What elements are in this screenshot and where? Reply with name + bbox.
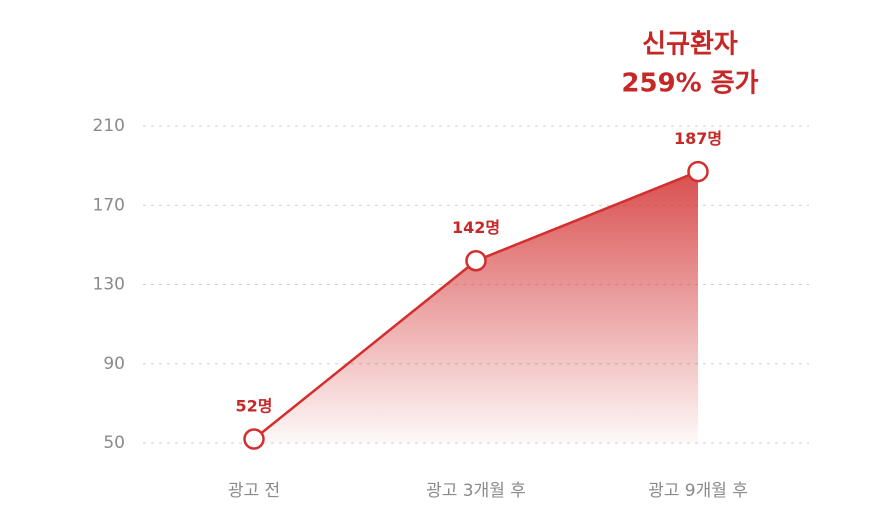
x-tick-label: 광고 3개월 후 — [426, 481, 526, 501]
point — [243, 428, 265, 450]
y-tick-label: 90 — [103, 354, 125, 374]
x-tick-label: 광고 9개월 후 — [648, 481, 748, 501]
area-fill — [254, 171, 698, 443]
y-tick-label: 210 — [93, 116, 125, 136]
annotation: 259% 증가 — [621, 69, 758, 99]
y-tick-label: 50 — [103, 433, 125, 453]
point — [465, 249, 487, 272]
y-tick-label: 130 — [93, 275, 125, 295]
x-tick-label: 광고 전 — [228, 481, 280, 501]
value-label: 142명 — [452, 218, 500, 237]
value-label: 52명 — [236, 397, 273, 416]
y-tick-label: 170 — [93, 195, 125, 215]
annotation: 신규환자 — [642, 30, 738, 60]
point — [687, 160, 709, 183]
value-label: 187명 — [674, 129, 722, 148]
